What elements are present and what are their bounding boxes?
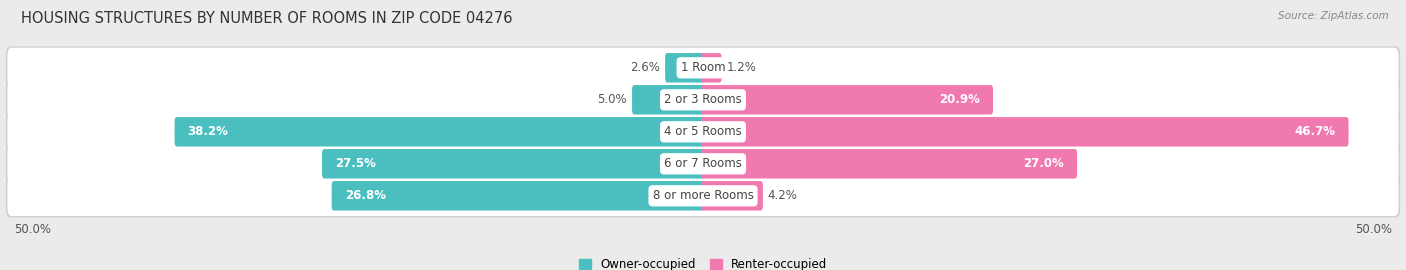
Text: 5.0%: 5.0% <box>598 93 627 106</box>
Text: 50.0%: 50.0% <box>1355 223 1392 236</box>
FancyBboxPatch shape <box>702 181 763 211</box>
Text: 38.2%: 38.2% <box>187 125 229 138</box>
Text: Source: ZipAtlas.com: Source: ZipAtlas.com <box>1278 11 1389 21</box>
FancyBboxPatch shape <box>322 149 704 178</box>
FancyBboxPatch shape <box>702 117 1348 147</box>
Text: 2 or 3 Rooms: 2 or 3 Rooms <box>664 93 742 106</box>
FancyBboxPatch shape <box>702 53 721 83</box>
FancyBboxPatch shape <box>7 176 1399 216</box>
Text: 6 or 7 Rooms: 6 or 7 Rooms <box>664 157 742 170</box>
Text: 4 or 5 Rooms: 4 or 5 Rooms <box>664 125 742 138</box>
Text: 27.5%: 27.5% <box>335 157 375 170</box>
FancyBboxPatch shape <box>7 80 1399 120</box>
FancyBboxPatch shape <box>6 110 1400 153</box>
FancyBboxPatch shape <box>702 85 993 114</box>
Text: 26.8%: 26.8% <box>344 189 385 202</box>
Text: 8 or more Rooms: 8 or more Rooms <box>652 189 754 202</box>
FancyBboxPatch shape <box>7 48 1399 88</box>
FancyBboxPatch shape <box>6 142 1400 185</box>
Text: 4.2%: 4.2% <box>768 189 797 202</box>
FancyBboxPatch shape <box>702 149 1077 178</box>
FancyBboxPatch shape <box>7 144 1399 184</box>
Text: 2.6%: 2.6% <box>630 61 661 74</box>
FancyBboxPatch shape <box>6 78 1400 121</box>
FancyBboxPatch shape <box>174 117 704 147</box>
FancyBboxPatch shape <box>7 112 1399 152</box>
FancyBboxPatch shape <box>6 46 1400 89</box>
FancyBboxPatch shape <box>665 53 704 83</box>
Text: 20.9%: 20.9% <box>939 93 980 106</box>
Text: HOUSING STRUCTURES BY NUMBER OF ROOMS IN ZIP CODE 04276: HOUSING STRUCTURES BY NUMBER OF ROOMS IN… <box>21 11 513 26</box>
Text: 27.0%: 27.0% <box>1024 157 1064 170</box>
Text: 50.0%: 50.0% <box>14 223 51 236</box>
Text: 1 Room: 1 Room <box>681 61 725 74</box>
FancyBboxPatch shape <box>633 85 704 114</box>
Text: 1.2%: 1.2% <box>727 61 756 74</box>
Legend: Owner-occupied, Renter-occupied: Owner-occupied, Renter-occupied <box>579 258 827 270</box>
FancyBboxPatch shape <box>6 174 1400 217</box>
FancyBboxPatch shape <box>332 181 704 211</box>
Text: 46.7%: 46.7% <box>1295 125 1336 138</box>
